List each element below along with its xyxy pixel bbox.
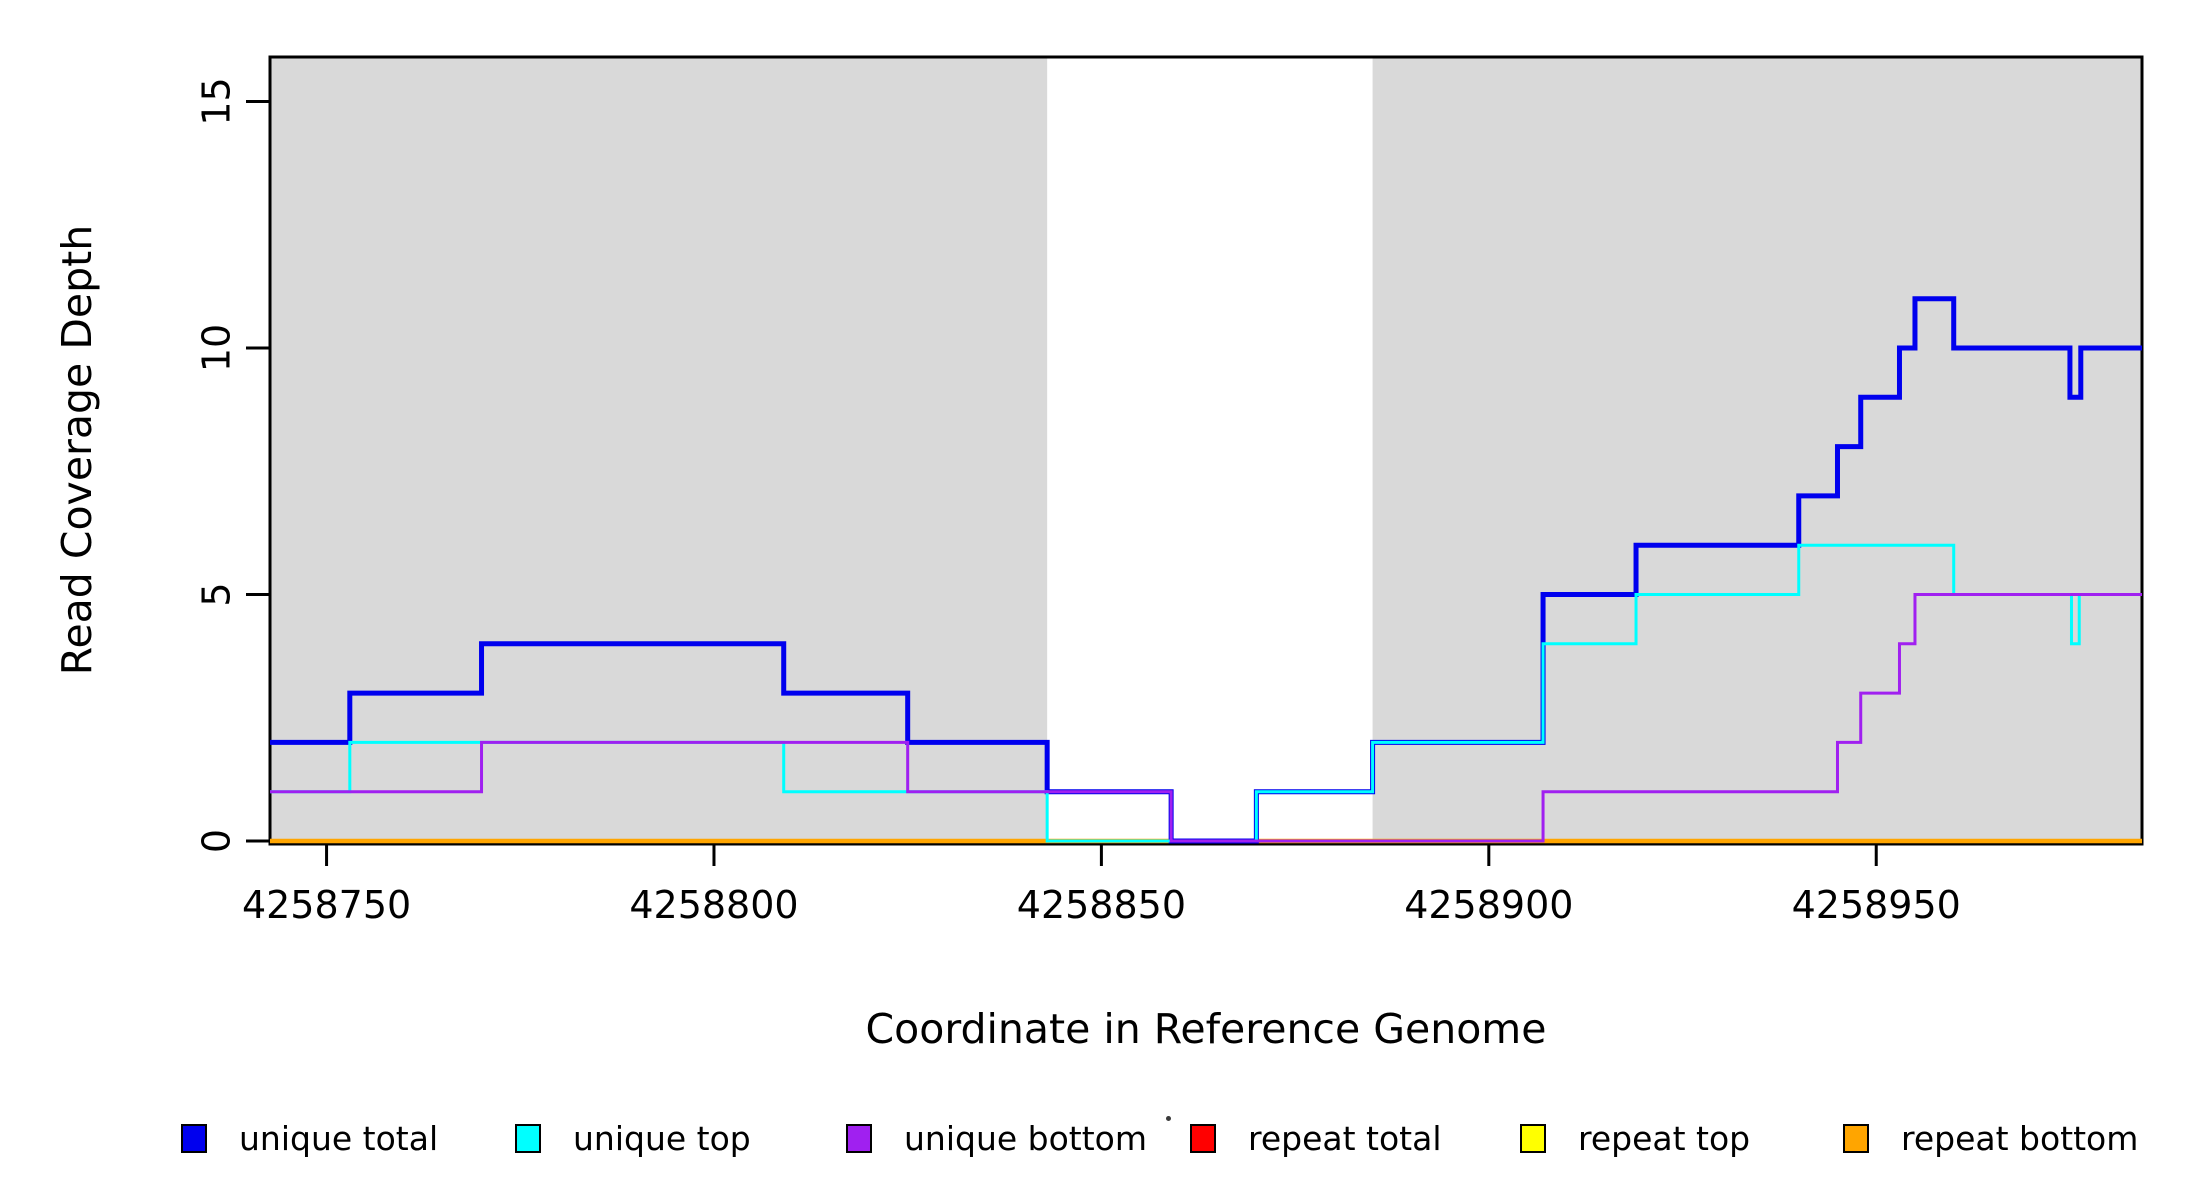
y-tick-label: 10 [194, 324, 238, 372]
series-line-unique-total [270, 296, 2142, 844]
x-tick-label: 4258750 [242, 883, 411, 927]
plot-border [268, 55, 2144, 846]
x-tick-label: 4258900 [1404, 883, 1573, 927]
series-line-unique-bottom [270, 593, 2142, 843]
y-tick-label: 0 [194, 829, 238, 853]
shaded-region [270, 58, 1048, 843]
x-tick-label: 4258800 [629, 883, 798, 927]
x-tick-label: 4258950 [1792, 883, 1961, 927]
y-tick-label: 15 [194, 77, 238, 125]
x-axis-title: Coordinate in Reference Genome [865, 1005, 1547, 1053]
y-tick-label: 5 [194, 582, 238, 606]
x-tick-label: 4258850 [1017, 883, 1186, 927]
series-line-unique-top [270, 543, 2142, 843]
shaded-region [1372, 58, 2142, 843]
y-axis-title: Read Coverage Depth [53, 224, 101, 676]
